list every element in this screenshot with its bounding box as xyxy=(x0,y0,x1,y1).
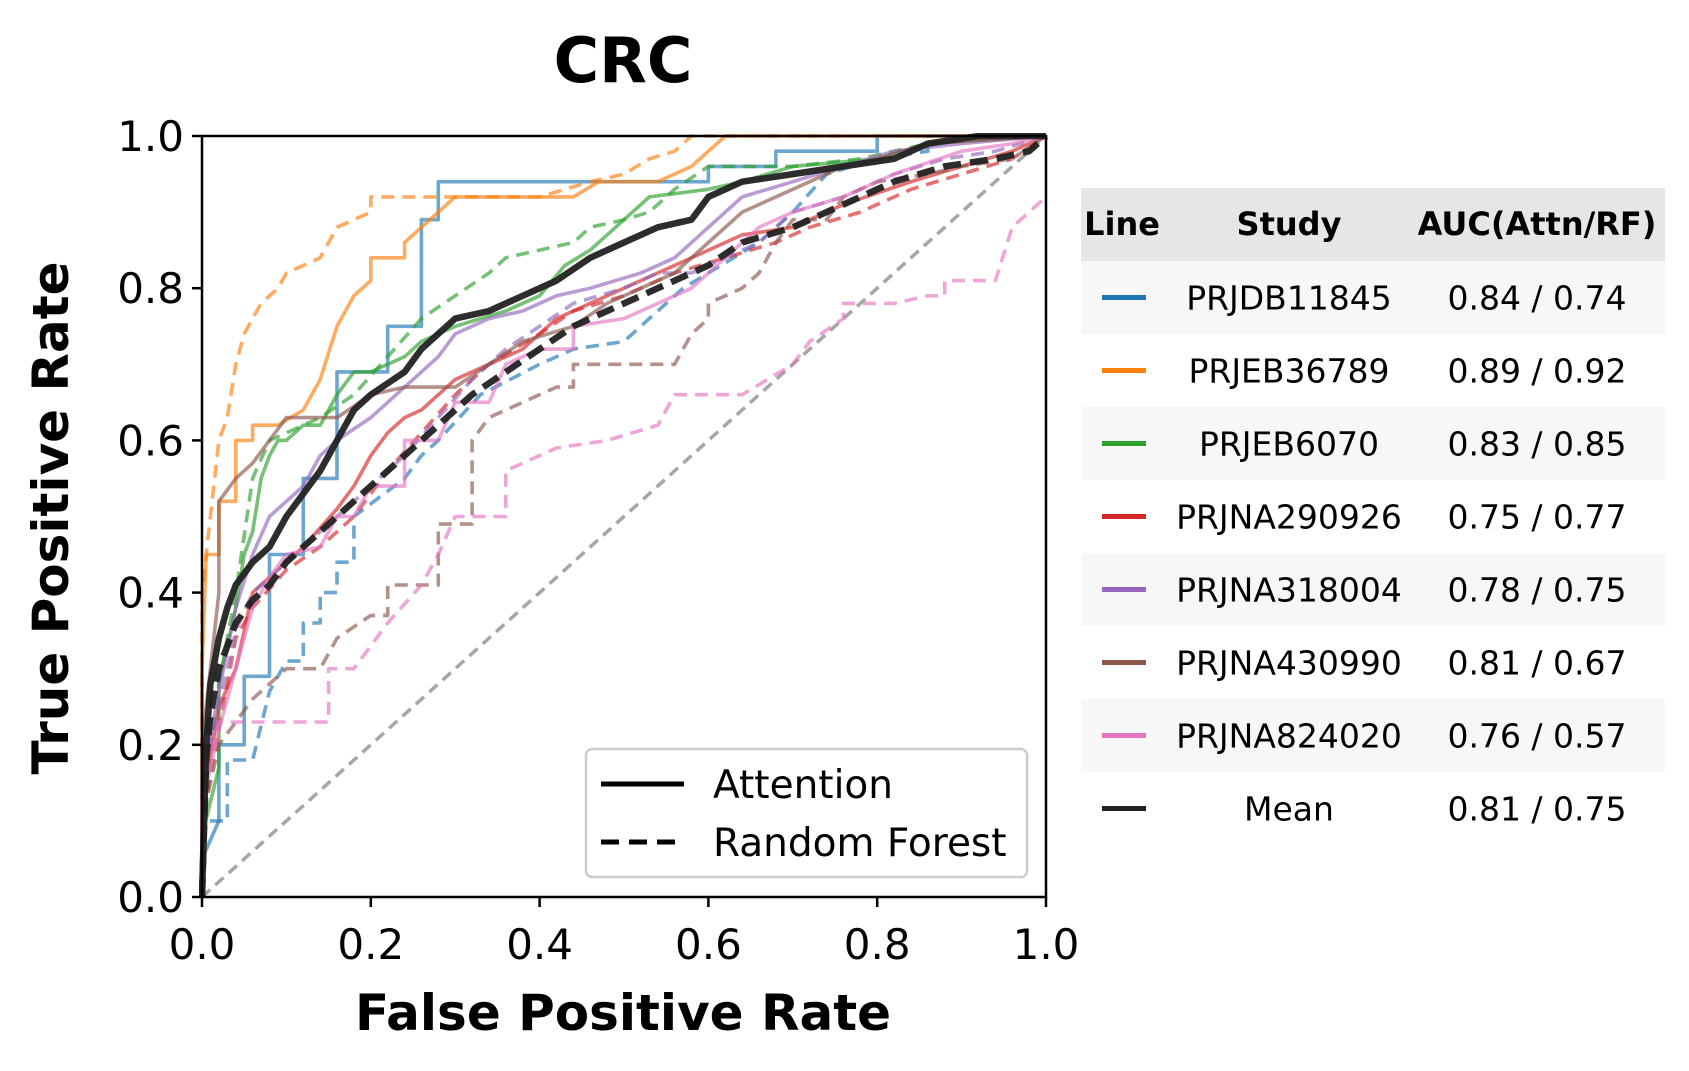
x-tick-label: 0.8 xyxy=(844,920,911,969)
plot-area: 0.0 0.2 0.4 0.6 0.8 1.0 0.0 0.2 0.4 0.6 0.8 1.0 xyxy=(117,112,1079,969)
table-study-cell: PRJNA290926 xyxy=(1176,498,1402,537)
x-tick-label: 0.0 xyxy=(169,920,236,969)
roc-curve-prjdb11845-random-forest xyxy=(200,134,1046,897)
x-axis-ticks: 0.0 0.2 0.4 0.6 0.8 1.0 xyxy=(169,897,1080,969)
table-row-background xyxy=(1081,407,1665,480)
y-axis-ticks: 0.0 0.2 0.4 0.6 0.8 1.0 xyxy=(117,112,202,922)
roc-curve-prjna430990-attention xyxy=(200,134,1047,897)
plot-frame xyxy=(200,134,1048,899)
y-tick-label: 0.2 xyxy=(117,721,184,770)
table-row-background xyxy=(1081,334,1665,407)
table-study-cell: Mean xyxy=(1244,790,1334,829)
table-auc-cell: 0.84 / 0.74 xyxy=(1447,279,1626,318)
table-row-background xyxy=(1081,553,1665,626)
table-auc-cell: 0.83 / 0.85 xyxy=(1447,425,1626,464)
roc-curve-mean-attention xyxy=(199,133,1046,898)
table-study-cell: PRJEB36789 xyxy=(1188,352,1389,391)
y-tick-label: 0.6 xyxy=(117,416,184,465)
table-study-cell: PRJNA430990 xyxy=(1176,644,1402,683)
x-axis-label: False Positive Rate xyxy=(355,984,891,1042)
table-auc-cell: 0.75 / 0.77 xyxy=(1447,498,1626,537)
table-header-background xyxy=(1081,188,1665,261)
table-row-background xyxy=(1081,699,1665,772)
table-auc-cell: 0.78 / 0.75 xyxy=(1447,571,1626,610)
table-row-background xyxy=(1081,626,1665,699)
y-axis-label: True Positive Rate xyxy=(22,261,80,774)
table-auc-cell: 0.76 / 0.57 xyxy=(1447,717,1626,756)
roc-curve-prjeb36789-random-forest xyxy=(200,134,1046,897)
roc-curve-prjeb36789-attention xyxy=(200,134,1046,897)
legend-label: Attention xyxy=(713,763,893,808)
table-study-cell: PRJEB6070 xyxy=(1199,425,1379,464)
table-auc-cell: 0.89 / 0.92 xyxy=(1447,352,1626,391)
table-study-cell: PRJNA824020 xyxy=(1176,717,1402,756)
y-tick-label: 0.4 xyxy=(117,569,184,618)
table-row-background xyxy=(1081,480,1665,553)
table-study-cell: PRJNA318004 xyxy=(1176,571,1402,610)
auc-table: Line Study AUC(Attn/RF) PRJDB11845 0.84 / 0.… xyxy=(1081,188,1665,845)
chance-diagonal-line xyxy=(200,134,1048,899)
table-row-background xyxy=(1081,261,1665,334)
roc-curve-prjna430990-random-forest xyxy=(200,134,1048,897)
table-header-cell: Line xyxy=(1084,205,1160,243)
roc-curve-prjna824020-attention xyxy=(200,134,1047,897)
legend-box xyxy=(584,747,1029,879)
roc-curve-prjna318004-attention xyxy=(200,134,1047,897)
x-tick-label: 0.4 xyxy=(506,920,573,969)
x-tick-label: 1.0 xyxy=(1013,920,1080,969)
y-tick-label: 0.8 xyxy=(117,264,184,313)
table-row-background xyxy=(1081,772,1665,845)
roc-curve-prjna824020-random-forest xyxy=(200,195,1048,897)
chart-title: CRC xyxy=(554,24,693,97)
table-auc-cell: 0.81 / 0.67 xyxy=(1447,644,1626,683)
x-tick-label: 0.2 xyxy=(337,920,404,969)
table-study-cell: PRJDB11845 xyxy=(1186,279,1392,318)
y-tick-label: 0.0 xyxy=(117,873,184,922)
roc-curve-prjna290926-random-forest xyxy=(200,134,1048,897)
y-tick-label: 1.0 xyxy=(117,112,184,161)
legend: Attention Random Forest xyxy=(584,747,1029,879)
table-header-cell: Study xyxy=(1237,205,1342,243)
legend-label: Random Forest xyxy=(713,821,1007,866)
roc-curve-prjeb6070-attention xyxy=(200,134,1047,897)
x-tick-label: 0.6 xyxy=(675,920,742,969)
table-header-cell: AUC(Attn/RF) xyxy=(1418,205,1657,243)
roc-curve-prjeb6070-random-forest xyxy=(200,134,1047,897)
roc-curve-mean-random-forest xyxy=(199,133,1049,898)
roc-curves xyxy=(199,133,1049,898)
table-auc-cell: 0.81 / 0.75 xyxy=(1447,790,1626,829)
